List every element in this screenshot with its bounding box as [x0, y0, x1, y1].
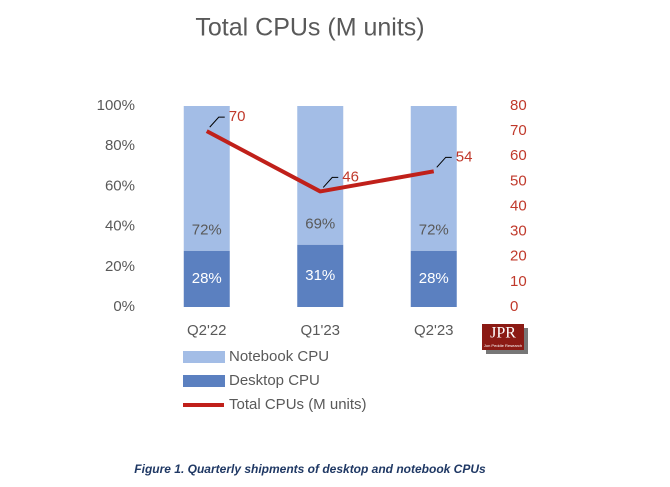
- bar-segment: [183, 250, 230, 307]
- legend-label: Desktop CPU: [229, 372, 320, 389]
- legend-label: Notebook CPU: [229, 348, 329, 365]
- legend-swatch: [183, 375, 225, 387]
- y-tick-label: 100%: [97, 97, 135, 114]
- legend-label: Total CPUs (M units): [229, 396, 367, 413]
- leader-line: [322, 176, 339, 188]
- bar-segment: [183, 106, 230, 251]
- x-tick-label: Q2'22: [187, 322, 227, 339]
- bar-segment: [410, 250, 457, 307]
- y2-tick-label: 70: [510, 122, 527, 139]
- y-tick-label: 80%: [105, 137, 135, 154]
- x-tick-label: Q2'23: [414, 322, 454, 339]
- caption: Figure 1. Quarterly shipments of desktop…: [134, 462, 486, 476]
- line-data-label: 46: [342, 168, 359, 185]
- data-label: 69%: [305, 216, 335, 233]
- data-label: 28%: [419, 270, 449, 287]
- y-tick-label: 60%: [105, 177, 135, 194]
- y2-tick-label: 50: [510, 172, 527, 189]
- chart-title: Total CPUs (M units): [195, 14, 424, 42]
- y2-tick-label: 30: [510, 223, 527, 240]
- y-tick-label: 20%: [105, 258, 135, 275]
- line-data-label: 70: [229, 108, 246, 125]
- leader-line: [436, 156, 452, 168]
- logo-subtext: Jon Peddie Research: [484, 343, 522, 348]
- logo-box: [482, 324, 524, 350]
- data-label: 28%: [192, 270, 222, 287]
- line: [205, 129, 435, 194]
- data-label: 72%: [192, 222, 222, 239]
- bar-segment: [297, 244, 344, 307]
- y2-tick-label: 10: [510, 273, 527, 290]
- y2-tick-label: 0: [510, 298, 518, 315]
- line-data-label: 54: [456, 148, 473, 165]
- y2-tick-label: 40: [510, 197, 527, 214]
- y-tick-label: 40%: [105, 218, 135, 235]
- y2-tick-label: 60: [510, 147, 527, 164]
- data-label: 31%: [305, 267, 335, 284]
- y2-tick-label: 20: [510, 248, 527, 265]
- x-tick-label: Q1'23: [300, 322, 340, 339]
- bar-segment: [297, 106, 344, 245]
- bar-segment: [410, 106, 457, 251]
- logo-text: JPR: [490, 325, 516, 342]
- y-tick-label: 0%: [113, 298, 135, 315]
- logo: JPR Jon Peddie Research: [482, 324, 528, 354]
- leader-line: [209, 116, 225, 128]
- legend-swatch: [183, 351, 225, 363]
- data-label: 72%: [419, 222, 449, 239]
- y2-tick-label: 80: [510, 97, 527, 114]
